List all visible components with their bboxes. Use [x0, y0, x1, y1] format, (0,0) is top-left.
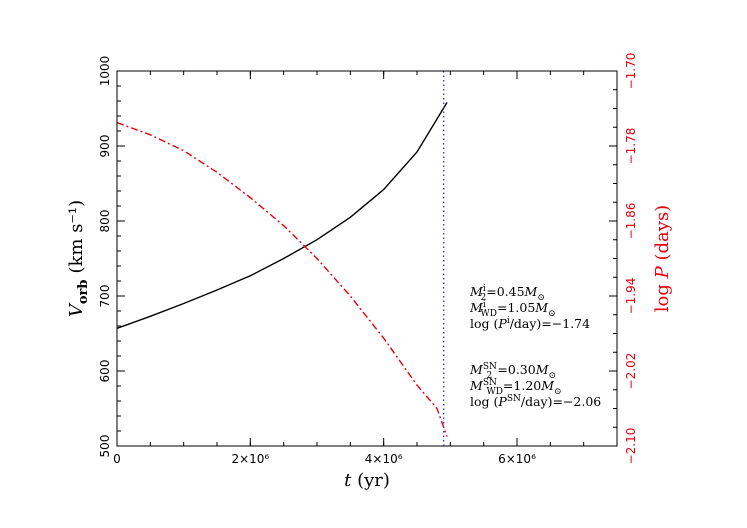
- annot-var: M: [469, 362, 484, 377]
- annot-sub: WD: [481, 309, 497, 319]
- x-tick-label: 0: [113, 452, 121, 466]
- series-layer: [116, 71, 448, 446]
- y-right-title-var: P: [652, 265, 673, 279]
- annotation-line: MSN 2 =0.30M⊙: [469, 362, 556, 381]
- annot-unit-sub: ⊙: [554, 387, 562, 397]
- annot-unit-sub: ⊙: [548, 309, 556, 319]
- annot-prefix: log (: [470, 394, 498, 409]
- annotation-line: Mi 2=0.45M⊙: [469, 284, 545, 303]
- annot-sup: SN: [483, 378, 497, 388]
- y-right-tick-label: −1.78: [624, 128, 638, 165]
- period-curve: [116, 121, 448, 437]
- annot-text: =1.20: [503, 378, 541, 393]
- y-left-axis-title: Vorb (km s⁻¹): [66, 200, 91, 317]
- annot-unit-sub: ⊙: [537, 293, 545, 303]
- annot-text: /day)=−1.74: [510, 316, 590, 331]
- y-right-title-unit: (days): [652, 205, 673, 261]
- annot-sup: SN: [507, 394, 521, 404]
- annotation-line: log (PSN/day)=−2.06: [470, 394, 601, 409]
- y-left-tick-label: 1000: [98, 56, 112, 87]
- y-left-title-var: V: [66, 302, 87, 317]
- y-axis-left: 500 600 700 800 900 1000: [98, 56, 125, 458]
- annot-var: P: [497, 316, 507, 331]
- annot-prefix: log (: [470, 316, 498, 331]
- annot-sup: i: [507, 316, 510, 326]
- annotation-line: MSN WD=1.20M⊙: [469, 378, 562, 397]
- y-right-axis-title: log P (days): [652, 205, 673, 312]
- y-left-tick-label: 800: [98, 210, 112, 233]
- annot-unit-var: M: [524, 284, 539, 299]
- x-title-var: t: [344, 470, 352, 491]
- annot-var: M: [469, 300, 484, 315]
- annot-sup: i: [483, 284, 486, 294]
- y-right-tick-label: −1.70: [624, 53, 638, 90]
- y-right-title-prefix: log: [652, 284, 673, 312]
- annot-unit-sub: ⊙: [549, 371, 557, 381]
- y-left-title-unit: (km s⁻¹): [66, 200, 87, 274]
- velocity-curve: [116, 102, 448, 329]
- y-right-tick-label: −2.10: [624, 428, 638, 465]
- y-left-tick-label: 700: [98, 285, 112, 308]
- x-title-unit: (yr): [357, 470, 390, 491]
- annot-text: /day)=−2.06: [521, 394, 601, 409]
- annot-unit-var: M: [535, 362, 550, 377]
- y-left-title-sub: orb: [76, 280, 91, 305]
- annot-var: M: [469, 378, 484, 393]
- annot-text: =0.30: [497, 362, 535, 377]
- x-tick-label: 6×10⁶: [498, 452, 536, 466]
- annot-sub: 2: [486, 371, 492, 381]
- annot-sup: i: [483, 300, 486, 310]
- annotation-line: Mi WD=1.05M⊙: [469, 300, 556, 319]
- annot-sub: WD: [486, 387, 502, 397]
- y-right-tick-label: −1.94: [624, 278, 638, 315]
- annot-unit-var: M: [540, 378, 555, 393]
- y-left-tick-label: 600: [98, 360, 112, 383]
- x-tick-label: 4×10⁶: [365, 452, 403, 466]
- annot-sup: SN: [483, 362, 497, 372]
- y-left-tick-label: 500: [98, 435, 112, 458]
- annotation-line: log (Pi/day)=−1.74: [470, 316, 590, 331]
- annot-sub: 2: [481, 293, 487, 303]
- annot-var: P: [497, 394, 507, 409]
- x-tick-label: 2×10⁶: [231, 452, 269, 466]
- annot-var: M: [469, 284, 484, 299]
- x-axis-title: t (yr): [344, 470, 390, 491]
- x-axis: 0 2×10⁶ 4×10⁶ 6×10⁶: [113, 71, 618, 466]
- annot-text: =0.45: [486, 284, 524, 299]
- y-axis-right: −2.10 −2.02 −1.94 −1.86 −1.78 −1.70: [609, 53, 638, 465]
- annotation-block: Mi 2=0.45M⊙Mi WD=1.05M⊙log (Pi/day)=−1.74M…: [469, 284, 601, 409]
- y-left-tick-label: 900: [98, 135, 112, 158]
- annot-unit-var: M: [534, 300, 549, 315]
- y-right-tick-label: −2.02: [624, 353, 638, 390]
- annot-text: =1.05: [497, 300, 535, 315]
- y-right-tick-label: −1.86: [624, 203, 638, 240]
